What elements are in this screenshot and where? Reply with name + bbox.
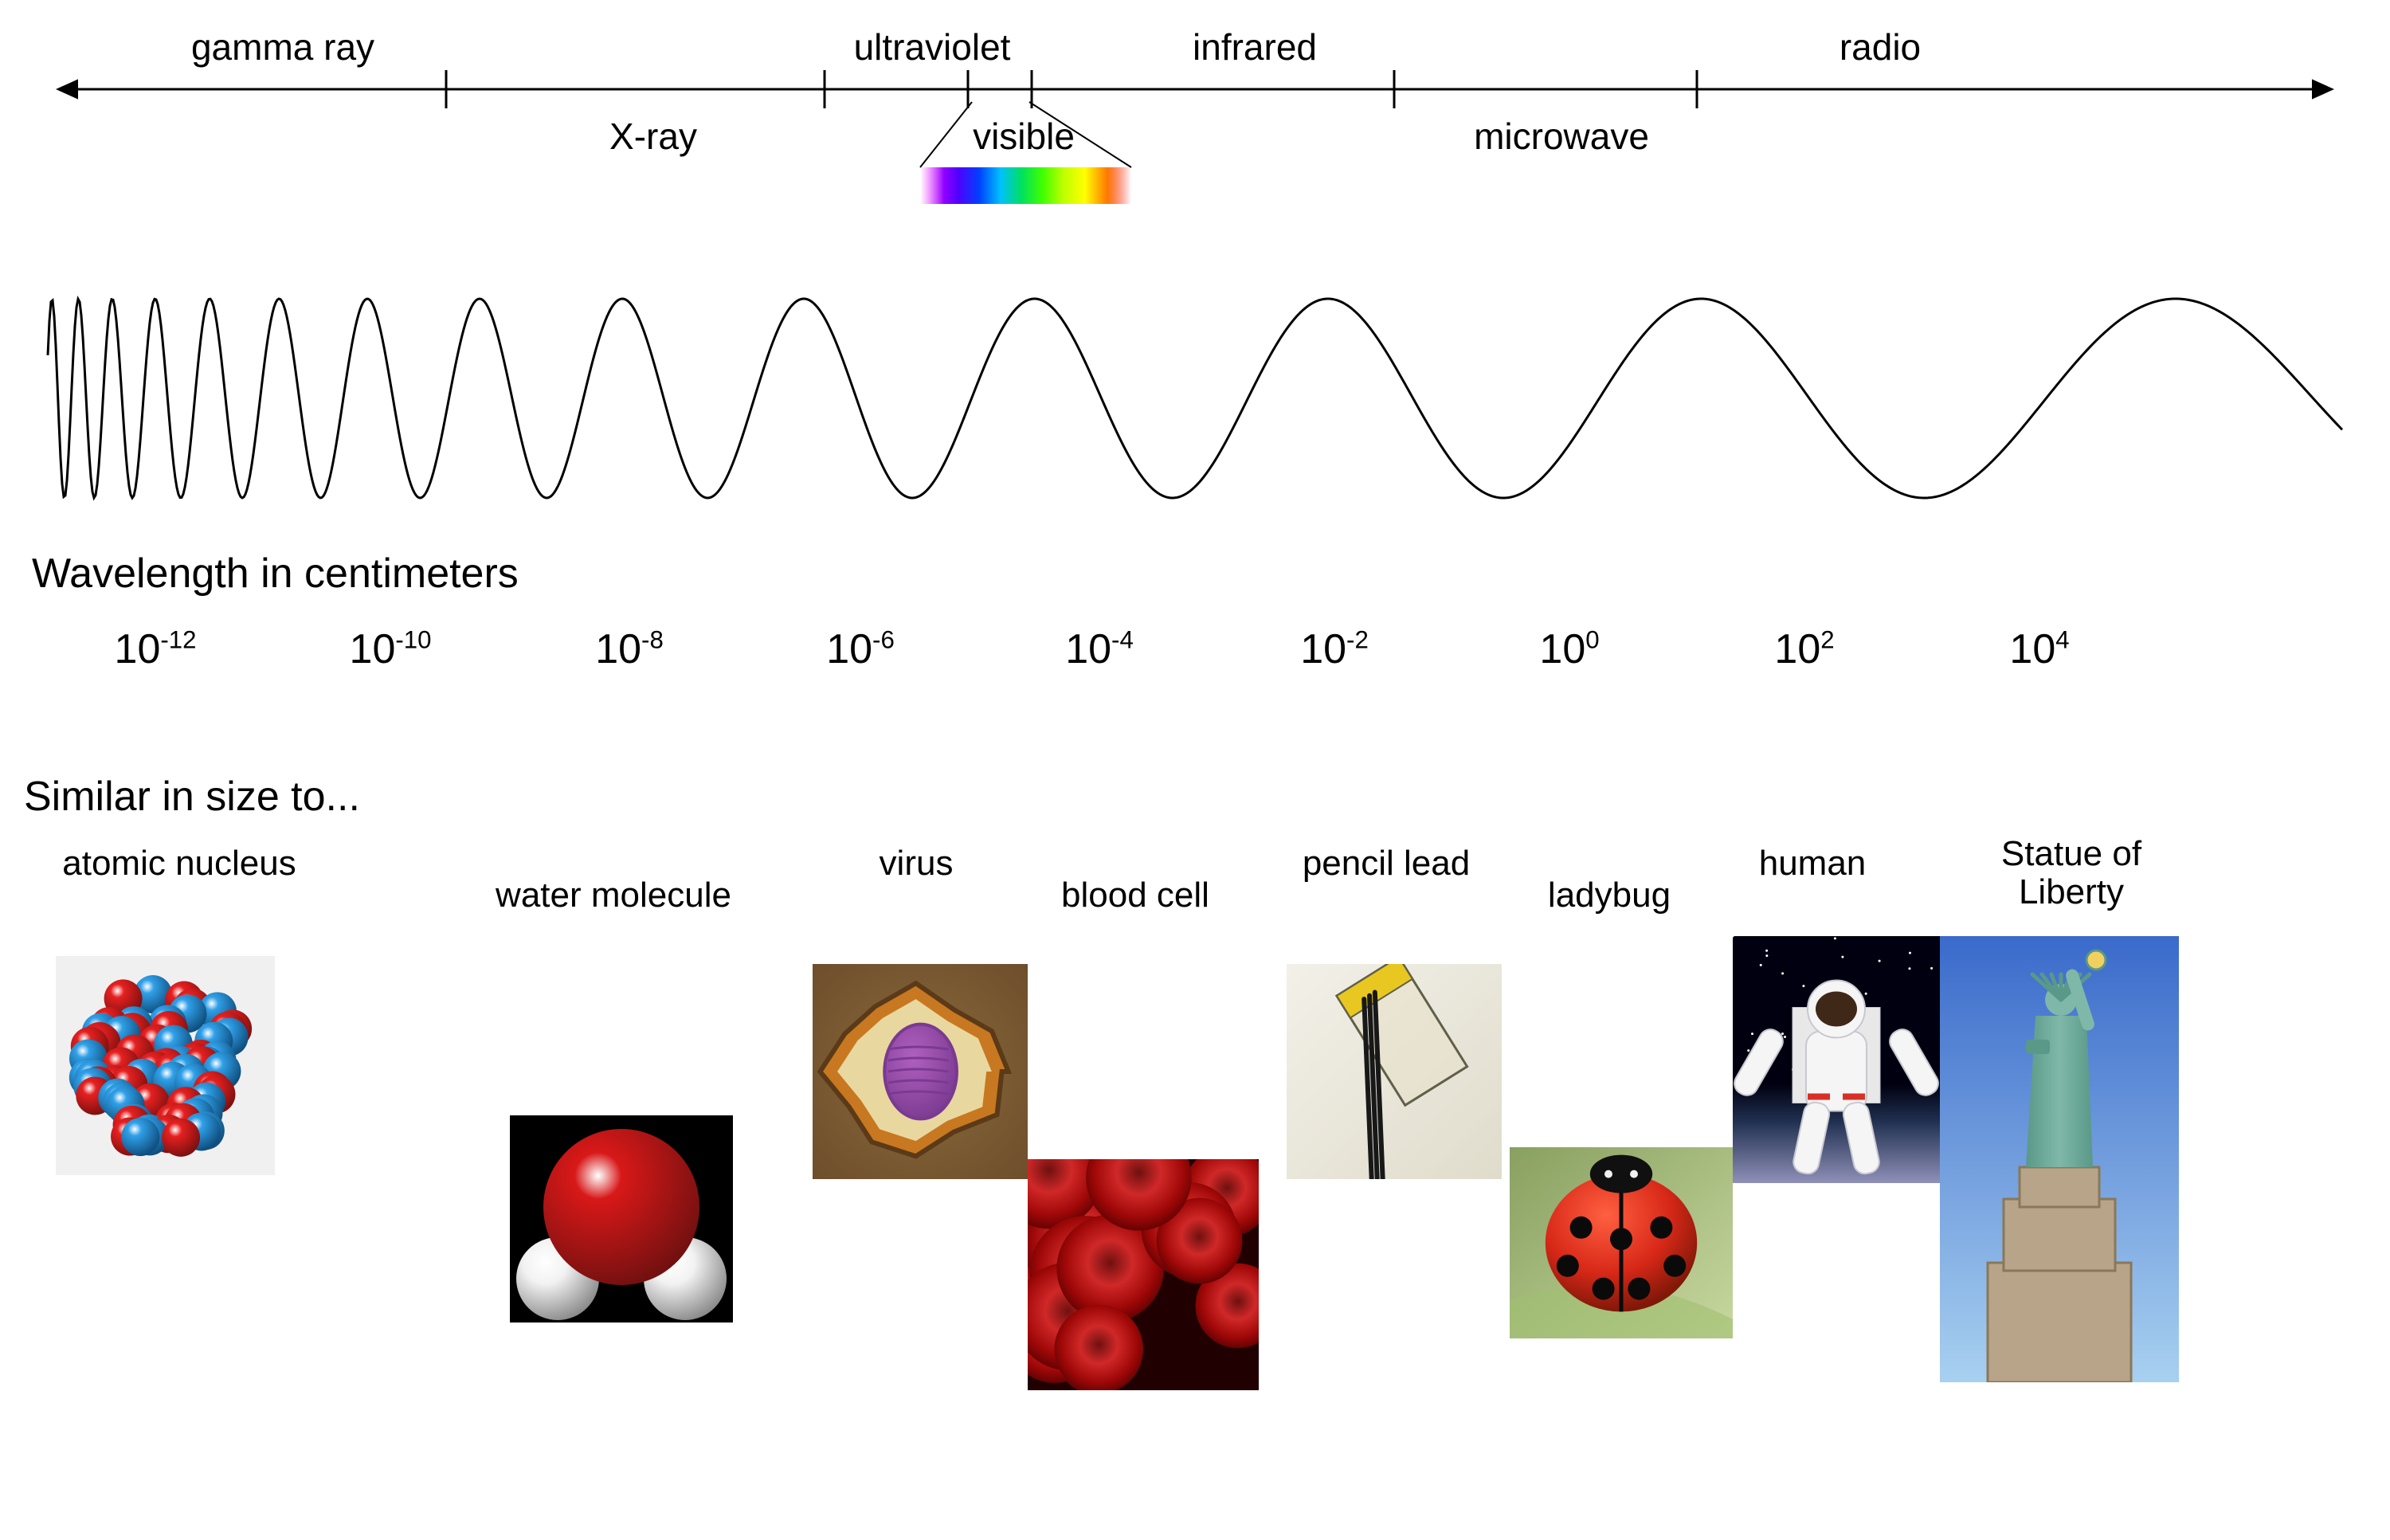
thumb-virus [813, 964, 1028, 1179]
axis-label-radio: radio [1840, 25, 1921, 69]
axis-label-infrared: infrared [1193, 25, 1317, 69]
axis-label-gamma: gamma ray [191, 25, 374, 69]
wavelength-tick: 10-10 [350, 625, 432, 673]
size-label-nucleus: atomic nucleus [62, 844, 296, 883]
visible-spectrum-bar [920, 167, 1131, 204]
thumb-atomic-nucleus [56, 956, 275, 1175]
size-label-pencil: pencil lead [1303, 844, 1470, 883]
wavelength-heading: Wavelength in centimeters [32, 550, 519, 598]
thumb-human [1733, 936, 1940, 1183]
size-label-water: water molecule [496, 876, 731, 915]
size-label-liberty: Statue ofLiberty [2001, 835, 2141, 912]
thumb-blood-cell [1028, 1159, 1259, 1390]
wavelength-tick: 10-4 [1065, 625, 1134, 673]
em-spectrum-diagram: gamma ray ultraviolet infrared radio X-r… [0, 0, 2390, 1540]
wavelength-tick: 10-6 [826, 625, 895, 673]
wavelength-tick: 10-8 [595, 625, 664, 673]
axis-label-uv: ultraviolet [854, 25, 1011, 69]
axis-label-visible: visible [973, 115, 1075, 158]
wavelength-tick: 102 [1774, 625, 1834, 673]
wavelength-tick: 10-2 [1300, 625, 1369, 673]
thumb-pencil-lead [1287, 964, 1502, 1179]
chirp-wave [0, 271, 2390, 526]
thumb-statue-of-liberty [1940, 936, 2179, 1382]
axis-label-microwave: microwave [1474, 115, 1649, 158]
size-heading: Similar in size to... [24, 773, 360, 821]
wavelength-tick: 10-12 [115, 625, 197, 673]
size-label-ladybug: ladybug [1548, 876, 1671, 915]
axis-label-xray: X-ray [609, 115, 697, 158]
thumb-water-molecule [510, 1115, 733, 1323]
thumb-ladybug [1510, 1147, 1733, 1338]
size-label-virus: virus [880, 844, 954, 883]
wavelength-tick: 104 [2009, 625, 2069, 673]
size-label-blood: blood cell [1061, 876, 1209, 915]
size-label-human: human [1759, 844, 1867, 883]
wavelength-tick: 100 [1539, 625, 1599, 673]
